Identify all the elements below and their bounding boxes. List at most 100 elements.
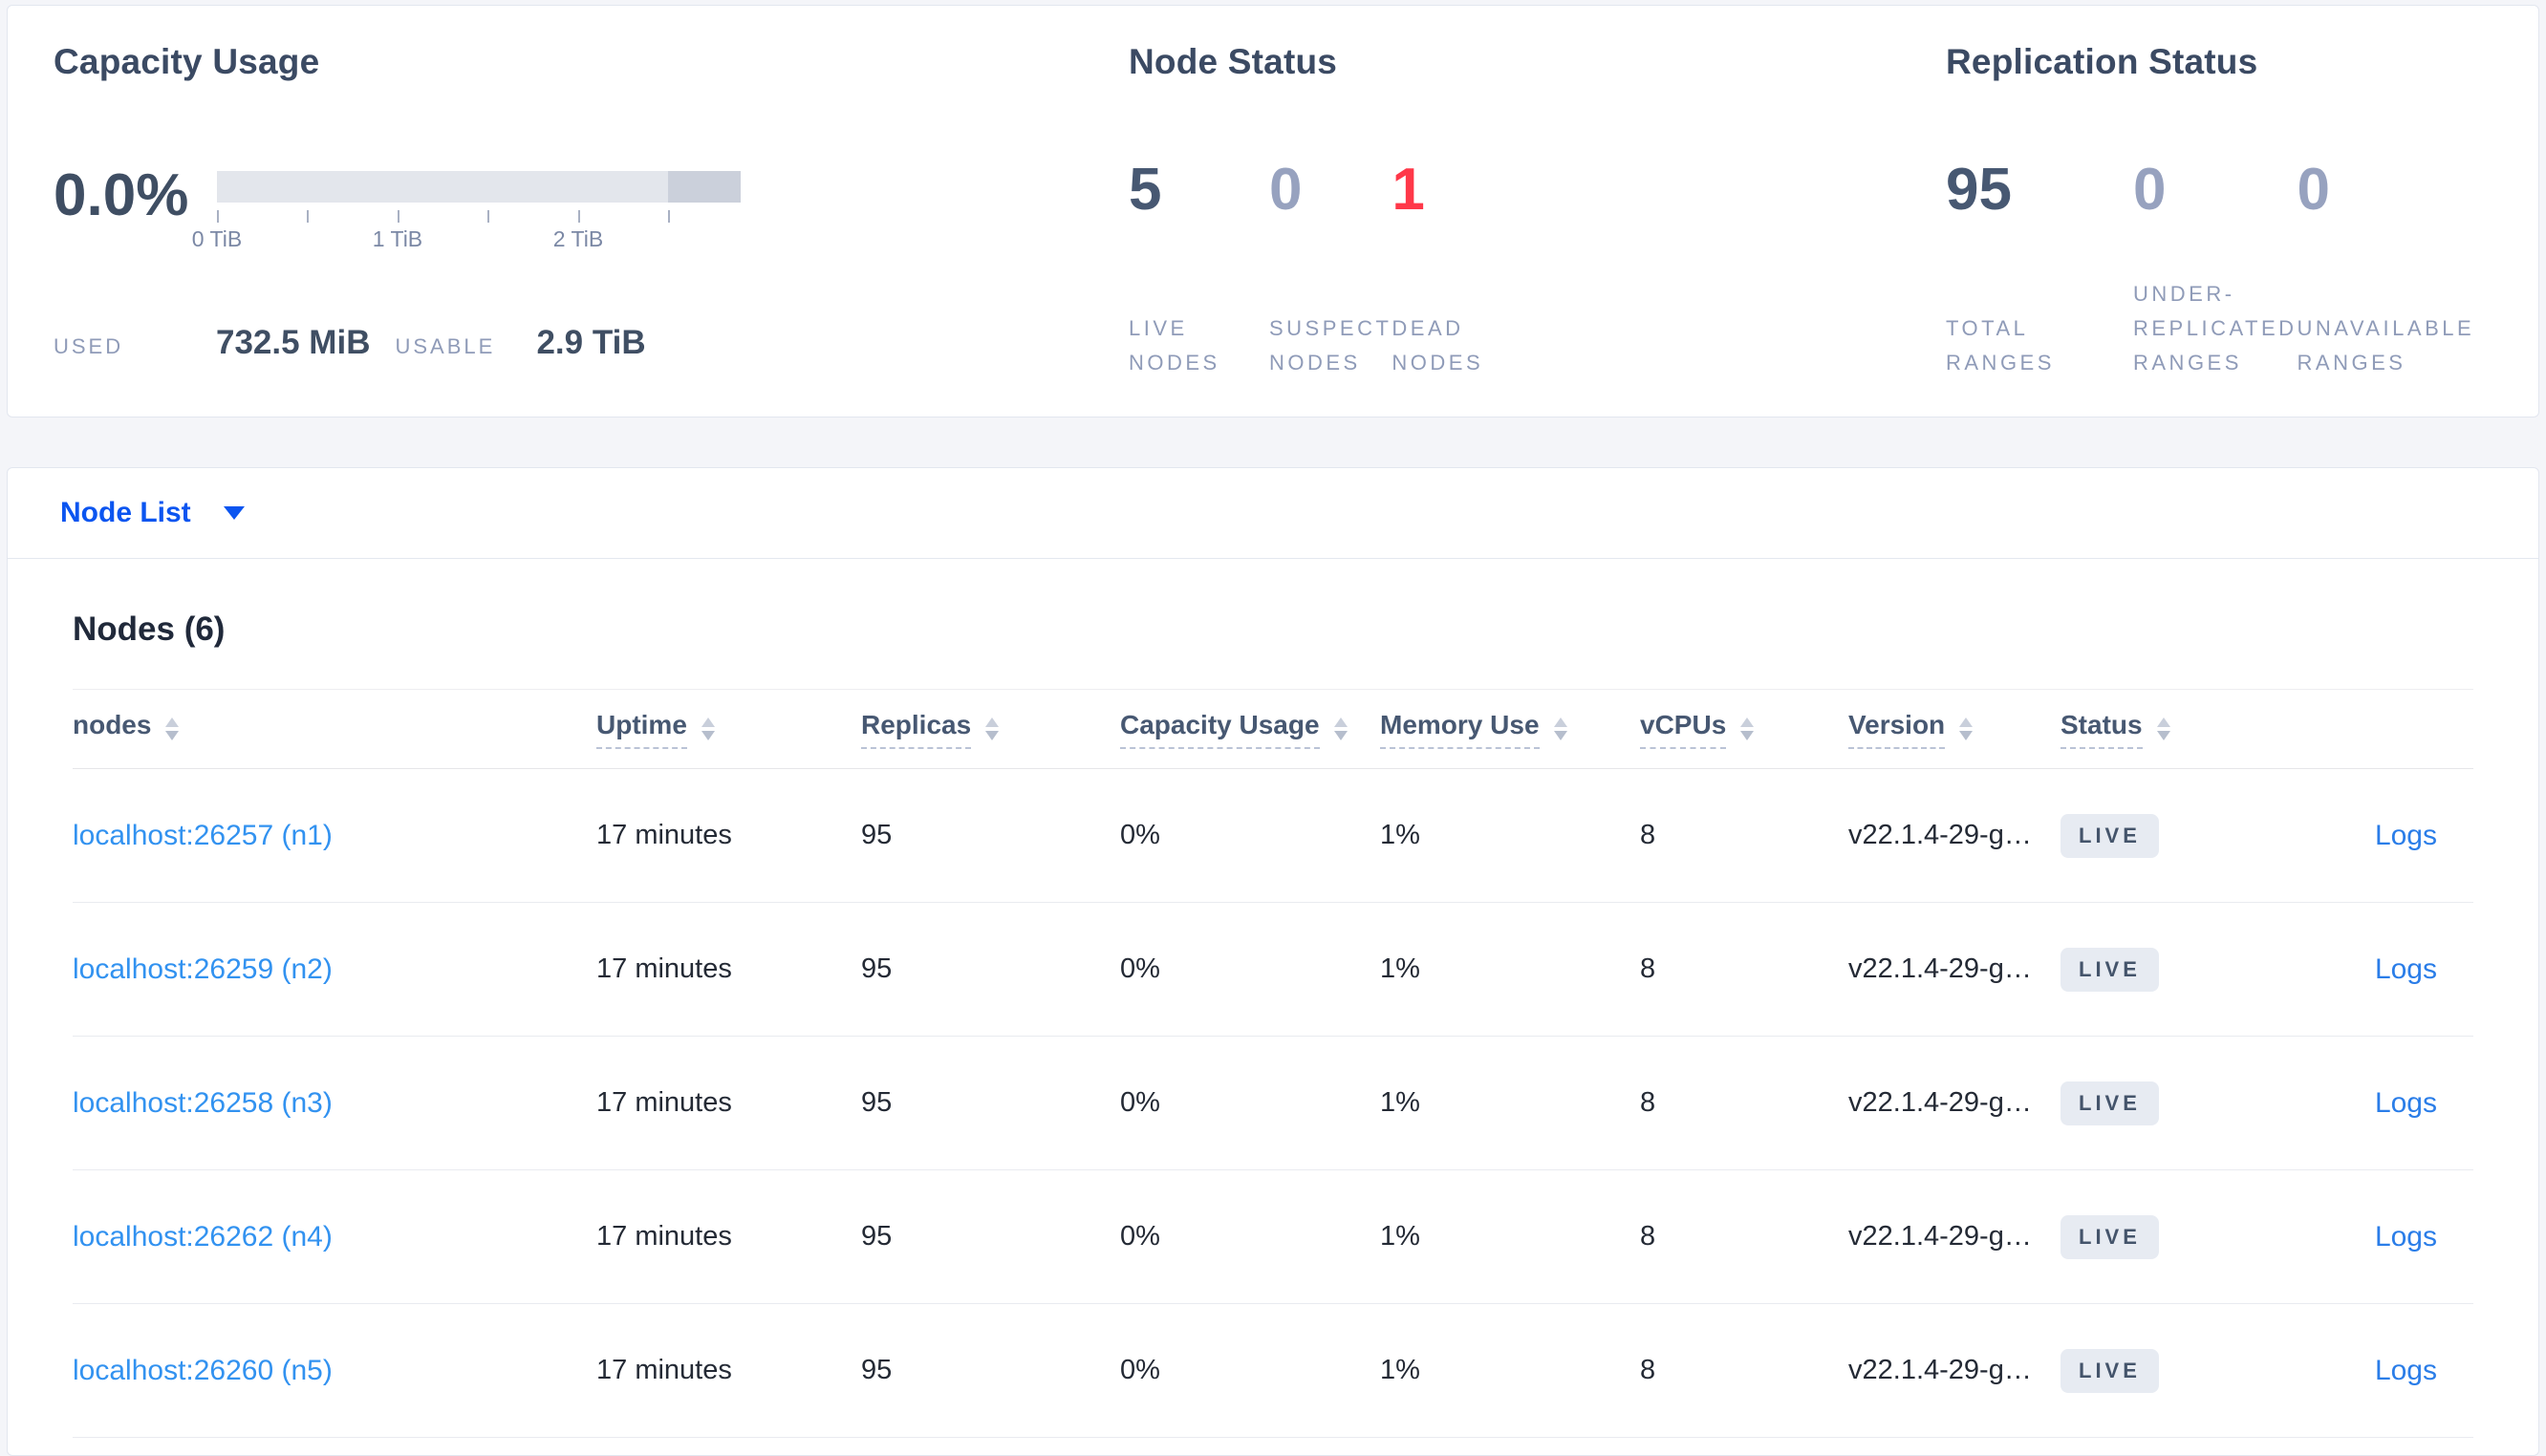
sort-icon[interactable] (1959, 717, 1974, 740)
cell-status: LIVE (2061, 813, 2320, 858)
cell-memory: 1% (1380, 820, 1420, 850)
capacity-axis-labels: 0 TiB 1 TiB 2 TiB (192, 226, 741, 255)
status-badge: LIVE (2061, 947, 2159, 992)
node-list-card: Node List Nodes (6) nodes Uptime Replica… (7, 467, 2539, 1456)
capacity-usage-summary: USED 732.5 MiB USABLE 2.9 TiB (54, 324, 1129, 362)
usable-value: 2.9 TiB (536, 324, 646, 361)
stat-value: 5 (1129, 157, 1162, 223)
cell-capacity: 0% (1120, 820, 1160, 850)
logs-link[interactable]: Logs (2374, 1220, 2437, 1253)
cell-memory: 1% (1380, 1221, 1420, 1252)
cell-version: v22.1.4-29-g… (1848, 820, 2032, 850)
stat-value: 95 (1946, 157, 2012, 223)
stat-column: 0 UNAVAILABLE RANGES (2298, 159, 2475, 380)
column-header-status[interactable]: Status (2061, 710, 2320, 749)
logs-link[interactable]: Logs (2374, 953, 2437, 985)
replication-status-stats: 95 TOTAL RANGES 0 UNDER- REPLICATED RANGES … (1946, 159, 2492, 380)
stat-label: LIVE NODES (1129, 316, 1220, 375)
cell-node: localhost:26262 (n4) (73, 1221, 596, 1253)
cell-replicas: 95 (861, 820, 893, 850)
cell-version: v22.1.4-29-g… (1848, 1221, 2032, 1252)
stat-column: 95 TOTAL RANGES (1946, 159, 2133, 380)
node-status-panel: Node Status 5 LIVE NODES 0 SUSPECT NODES 1… (1129, 40, 1946, 382)
column-header-memory-use[interactable]: Memory Use (1380, 710, 1640, 749)
capacity-axis-ticks (217, 210, 741, 223)
nodes-heading: Nodes (6) (73, 610, 226, 648)
cell-uptime: 17 minutes (596, 953, 732, 984)
cell-replicas: 95 (861, 1355, 893, 1385)
logs-link[interactable]: Logs (2374, 819, 2437, 851)
replication-status-panel: Replication Status 95 TOTAL RANGES 0 UNDE… (1946, 40, 2492, 382)
stat-column: 1 DEAD NODES (1392, 159, 1483, 380)
node-link[interactable]: localhost:26257 (n1) (73, 819, 333, 851)
cell-logs: Logs (2320, 820, 2473, 852)
table-header-row: nodes Uptime Replicas Capacity Usage Mem… (73, 689, 2473, 769)
stat-label: DEAD NODES (1392, 316, 1484, 375)
axis-label: 2 TiB (552, 226, 604, 251)
status-badge: LIVE (2061, 813, 2159, 858)
node-status-title: Node Status (1129, 42, 1338, 81)
column-header-capacity-usage[interactable]: Capacity Usage (1120, 710, 1380, 749)
sort-icon[interactable] (701, 717, 715, 740)
status-badge: LIVE (2061, 1348, 2159, 1393)
logs-link[interactable]: Logs (2374, 1086, 2437, 1119)
column-header-uptime[interactable]: Uptime (596, 710, 861, 749)
cell-uptime: 17 minutes (596, 1355, 732, 1385)
sort-icon[interactable] (1740, 717, 1755, 740)
node-link[interactable]: localhost:26262 (n4) (73, 1220, 333, 1253)
column-header-vcpus[interactable]: vCPUs (1640, 710, 1848, 749)
stat-value: 0 (1269, 157, 1303, 223)
usable-label: USABLE (395, 334, 496, 358)
cell-node: localhost:26258 (n3) (73, 1087, 596, 1120)
cell-vcpus: 8 (1640, 1087, 1656, 1118)
view-selector-row: Node List (8, 468, 2538, 559)
status-badge: LIVE (2061, 1214, 2159, 1259)
sort-icon[interactable] (2156, 717, 2170, 740)
cell-vcpus: 8 (1640, 1355, 1656, 1385)
node-list-dropdown[interactable]: Node List (60, 497, 245, 529)
node-link[interactable]: localhost:26259 (n2) (73, 953, 333, 985)
stat-label: SUSPECT NODES (1269, 316, 1392, 375)
cell-status: LIVE (2061, 1214, 2320, 1259)
capacity-usage-title: Capacity Usage (54, 42, 320, 81)
stat-column: 0 UNDER- REPLICATED RANGES (2133, 159, 2298, 380)
chevron-down-icon (223, 506, 245, 520)
cell-logs: Logs (2320, 1355, 2473, 1387)
cell-memory: 1% (1380, 953, 1420, 984)
cell-capacity: 0% (1120, 1221, 1160, 1252)
capacity-percent: 0.0% (54, 162, 189, 228)
node-link[interactable]: localhost:26258 (n3) (73, 1086, 333, 1119)
used-label: USED (54, 334, 124, 358)
logs-link[interactable]: Logs (2374, 1354, 2437, 1386)
stat-label: UNDER- REPLICATED RANGES (2133, 282, 2298, 375)
sort-icon[interactable] (165, 717, 180, 740)
stat-column: 5 LIVE NODES (1129, 159, 1269, 380)
node-link[interactable]: localhost:26260 (n5) (73, 1354, 333, 1386)
cell-status: LIVE (2061, 947, 2320, 992)
node-list-dropdown-label: Node List (60, 497, 191, 528)
column-header-replicas[interactable]: Replicas (861, 710, 1120, 749)
stat-label: UNAVAILABLE RANGES (2297, 316, 2475, 375)
cell-node: localhost:26259 (n2) (73, 953, 596, 986)
capacity-bar (217, 171, 741, 203)
nodes-table-section: Nodes (6) nodes Uptime Replicas Capacity… (8, 610, 2538, 1438)
cell-vcpus: 8 (1640, 820, 1656, 850)
node-row: localhost:26258 (n3) 17 minutes 95 0% 1%… (73, 1037, 2473, 1170)
node-row: localhost:26262 (n4) 17 minutes 95 0% 1%… (73, 1170, 2473, 1304)
sort-icon[interactable] (1333, 717, 1348, 740)
cell-status: LIVE (2061, 1348, 2320, 1393)
node-row: localhost:26257 (n1) 17 minutes 95 0% 1%… (73, 769, 2473, 903)
sort-icon[interactable] (1553, 717, 1567, 740)
column-header-version[interactable]: Version (1848, 710, 2061, 749)
column-header-nodes[interactable]: nodes (73, 710, 596, 749)
cell-logs: Logs (2320, 1087, 2473, 1120)
cell-vcpus: 8 (1640, 953, 1656, 984)
cell-replicas: 95 (861, 953, 893, 984)
cell-replicas: 95 (861, 1221, 893, 1252)
sort-icon[interactable] (985, 717, 1000, 740)
cell-version: v22.1.4-29-g… (1848, 953, 2032, 984)
cell-node: localhost:26260 (n5) (73, 1355, 596, 1387)
page: { "colors": { "page_bg": "#f4f5f9", "hea… (0, 5, 2546, 1456)
stat-value: 0 (2133, 157, 2167, 223)
cell-uptime: 17 minutes (596, 1087, 732, 1118)
